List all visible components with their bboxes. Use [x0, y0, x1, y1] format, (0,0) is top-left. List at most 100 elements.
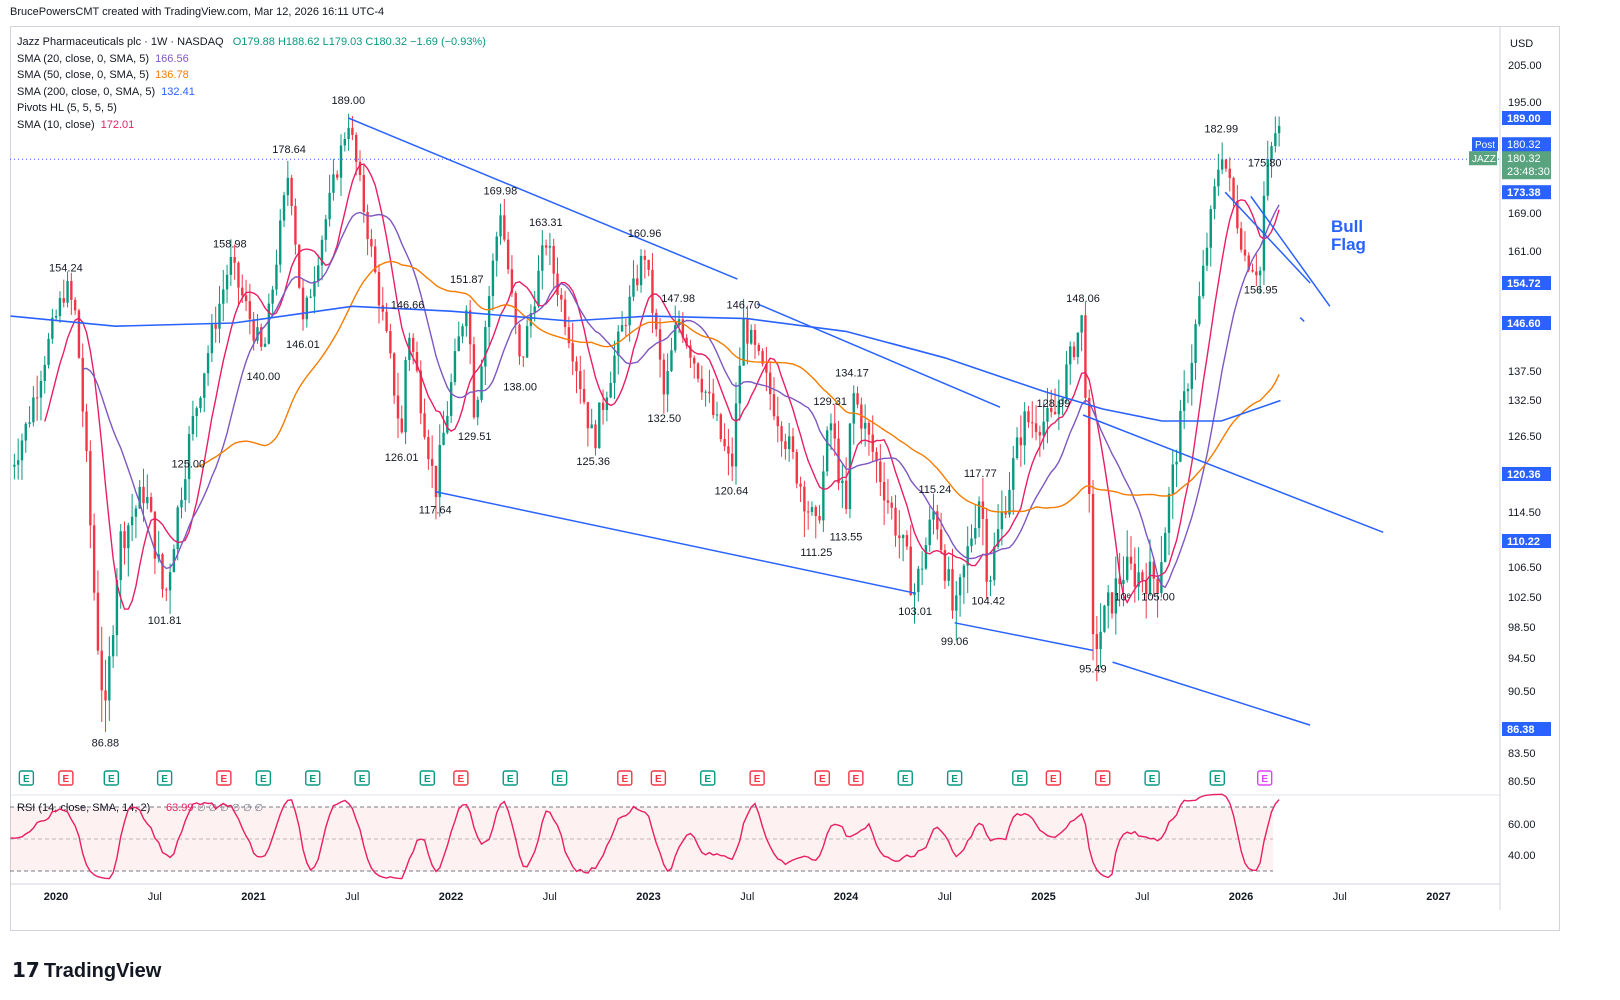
candle-body	[161, 554, 164, 590]
price-badge	[1502, 722, 1551, 736]
candle-body	[787, 436, 791, 450]
candle-body	[28, 422, 31, 424]
candle-body	[825, 430, 829, 472]
candle-body	[267, 303, 271, 344]
time-tick-label: Jul	[345, 891, 359, 903]
candle-body	[1046, 408, 1049, 422]
candle-body	[1270, 146, 1273, 160]
legend-indicator-4[interactable]: SMA (10, close) 172.01	[17, 117, 486, 134]
candle-body	[1122, 579, 1125, 585]
candle-body	[16, 460, 20, 465]
price-badge	[1502, 111, 1551, 125]
trend-line	[1224, 191, 1311, 284]
legend-indicator-0[interactable]: SMA (20, close, 0, SMA, 5) 166.56	[17, 51, 486, 68]
currency-label: USD	[1510, 38, 1533, 50]
earnings-icon-letter: E	[458, 774, 465, 785]
candle-body	[1141, 572, 1144, 581]
candle-body	[1182, 391, 1186, 411]
candle-body	[248, 301, 252, 320]
candle-body	[886, 500, 890, 503]
price-badge-text: 120.36	[1507, 469, 1541, 481]
candle-body	[119, 531, 122, 581]
annotation-flag: Flag	[1331, 235, 1366, 254]
candle-body	[1069, 346, 1072, 365]
candle-body	[419, 370, 422, 414]
candle-body	[180, 499, 183, 508]
earnings-icon-letter: E	[902, 774, 909, 785]
candle-body	[529, 313, 533, 327]
candle-body	[879, 461, 882, 483]
candle-body	[795, 451, 798, 484]
candle-body	[1012, 458, 1015, 490]
pivot-label: 146.01	[286, 339, 320, 351]
earnings-icon: E	[1209, 770, 1226, 786]
pivot-label: 115.24	[918, 484, 951, 496]
candle-body	[1038, 431, 1042, 436]
earnings-icon-frame	[814, 770, 830, 786]
candle-body	[1201, 265, 1205, 297]
candle-body	[336, 174, 339, 178]
candle-body	[989, 580, 992, 582]
candle-body	[1163, 532, 1167, 563]
candle-body	[491, 260, 495, 297]
earnings-icon-letter: E	[951, 774, 958, 785]
candle-body	[647, 259, 650, 270]
price-badge	[1502, 137, 1551, 152]
candle-body	[377, 271, 381, 306]
legend-indicator-label: Pivots HL (5, 5, 5, 5)	[17, 102, 117, 114]
earnings-icon-letter: E	[23, 774, 30, 785]
candle-body	[1194, 324, 1197, 363]
candle-body	[1171, 464, 1174, 494]
candle-body	[1243, 249, 1247, 256]
candle-body	[58, 298, 62, 317]
candle-body	[184, 479, 187, 500]
candle-body	[674, 325, 677, 351]
candle-body	[313, 281, 316, 297]
candle-body	[894, 507, 897, 536]
candle-body	[89, 451, 92, 526]
candle-body	[818, 516, 821, 521]
candle-body	[468, 310, 472, 345]
candle-body	[1034, 423, 1038, 432]
candle-body	[39, 380, 43, 398]
candle-body	[35, 397, 39, 399]
earnings-icon-letter: E	[1016, 774, 1023, 785]
pivot-label: 189.00	[331, 95, 365, 107]
candle-body	[282, 195, 286, 221]
legend-indicator-2[interactable]: SMA (200, close, 0, SMA, 5) 132.41	[17, 84, 486, 101]
earnings-icon-letter: E	[819, 774, 826, 785]
candle-body	[495, 236, 498, 261]
legend-indicator-3[interactable]: Pivots HL (5, 5, 5, 5)	[17, 100, 486, 117]
earnings-icon-frame	[1012, 770, 1028, 786]
pivot-label: 126.01	[385, 452, 419, 464]
earnings-icon-frame	[551, 770, 568, 786]
pivot-label: 160.96	[628, 228, 662, 240]
candle-body	[1179, 410, 1182, 462]
candle-body	[776, 416, 779, 427]
candle-body	[693, 357, 696, 364]
pivot-label: 146.66	[391, 300, 425, 312]
candle-body	[715, 414, 719, 416]
candle-body	[1099, 631, 1102, 650]
candle-body	[799, 483, 802, 487]
candle-body	[142, 486, 145, 504]
pivot-label: 163.31	[529, 217, 563, 229]
candle-body	[461, 326, 464, 337]
badge-tag	[1472, 137, 1498, 152]
legend-indicator-value: 166.56	[155, 52, 189, 65]
price-badge-text: 180.32	[1507, 139, 1541, 151]
candle-body	[643, 255, 647, 260]
candle-body	[780, 426, 783, 442]
earnings-icon-frame	[749, 770, 765, 786]
candle-body	[1255, 271, 1258, 276]
candle-body	[1084, 315, 1087, 398]
earnings-icon: E	[946, 770, 963, 786]
earnings-icon-letter: E	[1214, 774, 1221, 785]
candle-body	[320, 239, 324, 266]
tradingview-brand[interactable]: 17 TradingView	[12, 958, 161, 983]
candle-body	[806, 511, 810, 513]
candle-body	[172, 549, 176, 573]
price-tick-label: 114.50	[1508, 507, 1541, 519]
legend-indicator-1[interactable]: SMA (50, close, 0, SMA, 5) 136.78	[17, 67, 486, 84]
